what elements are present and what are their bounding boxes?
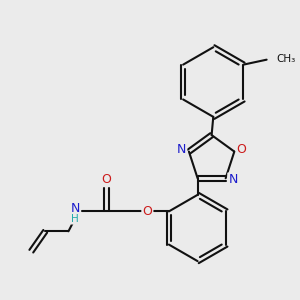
Text: N: N <box>228 173 238 186</box>
Text: H: H <box>71 214 79 224</box>
Text: O: O <box>101 173 111 186</box>
Text: N: N <box>177 143 186 156</box>
Text: O: O <box>142 205 152 218</box>
Text: CH₃: CH₃ <box>277 54 296 64</box>
Text: N: N <box>70 202 80 214</box>
Text: O: O <box>237 143 247 156</box>
